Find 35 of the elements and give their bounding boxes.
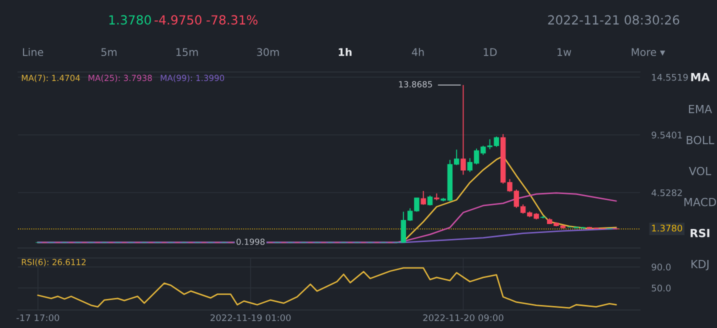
text: Line (23, 48, 44, 56)
text: 1h (338, 48, 352, 56)
y-tick-label: 4.5282 (652, 189, 682, 196)
text: MA (691, 72, 710, 82)
text: -4.9750 (154, 15, 202, 25)
text: BOLL (686, 136, 714, 144)
text: 1w (558, 48, 572, 56)
x-tick-label: 2022-11-20 09:00 (423, 314, 504, 322)
text: EMA (688, 104, 712, 114)
x-tick-label: -17 17:00 (16, 314, 60, 322)
x-tick-label: 2022-11-19 01:00 (210, 314, 291, 322)
text: MA(7): 1.4704 (22, 74, 80, 82)
text: MA(25): 3.7938 (88, 74, 152, 82)
y-tick-label: 14.5519 (652, 74, 688, 81)
text: 15m (176, 48, 198, 56)
annotation: 13.8685 (399, 81, 432, 88)
text: 30m (257, 48, 279, 56)
text: 4h (412, 48, 424, 56)
text: MACD (684, 198, 716, 206)
text: 1D (484, 48, 497, 56)
annotation: 0.1998 (236, 238, 265, 245)
ref-line-label: 1.3780 (652, 224, 682, 232)
text: 5m (101, 48, 117, 56)
text: More ▾ (632, 48, 666, 56)
text: RSI (690, 228, 710, 238)
y-tick-label: 9.5401 (652, 132, 682, 138)
text: VOL (688, 166, 712, 176)
text: MA(99): 1.3990 (160, 74, 224, 82)
text: KDJ (692, 260, 708, 270)
text: 2022-11-21 08:30:26 (548, 15, 680, 25)
text: -78.31% (206, 15, 258, 25)
y-tick-label: 50.0 (652, 284, 671, 292)
text: RSI(6): 26.6112 (22, 258, 86, 266)
text: 1.3780 (109, 15, 151, 25)
y-tick-label: 90.0 (652, 264, 671, 270)
